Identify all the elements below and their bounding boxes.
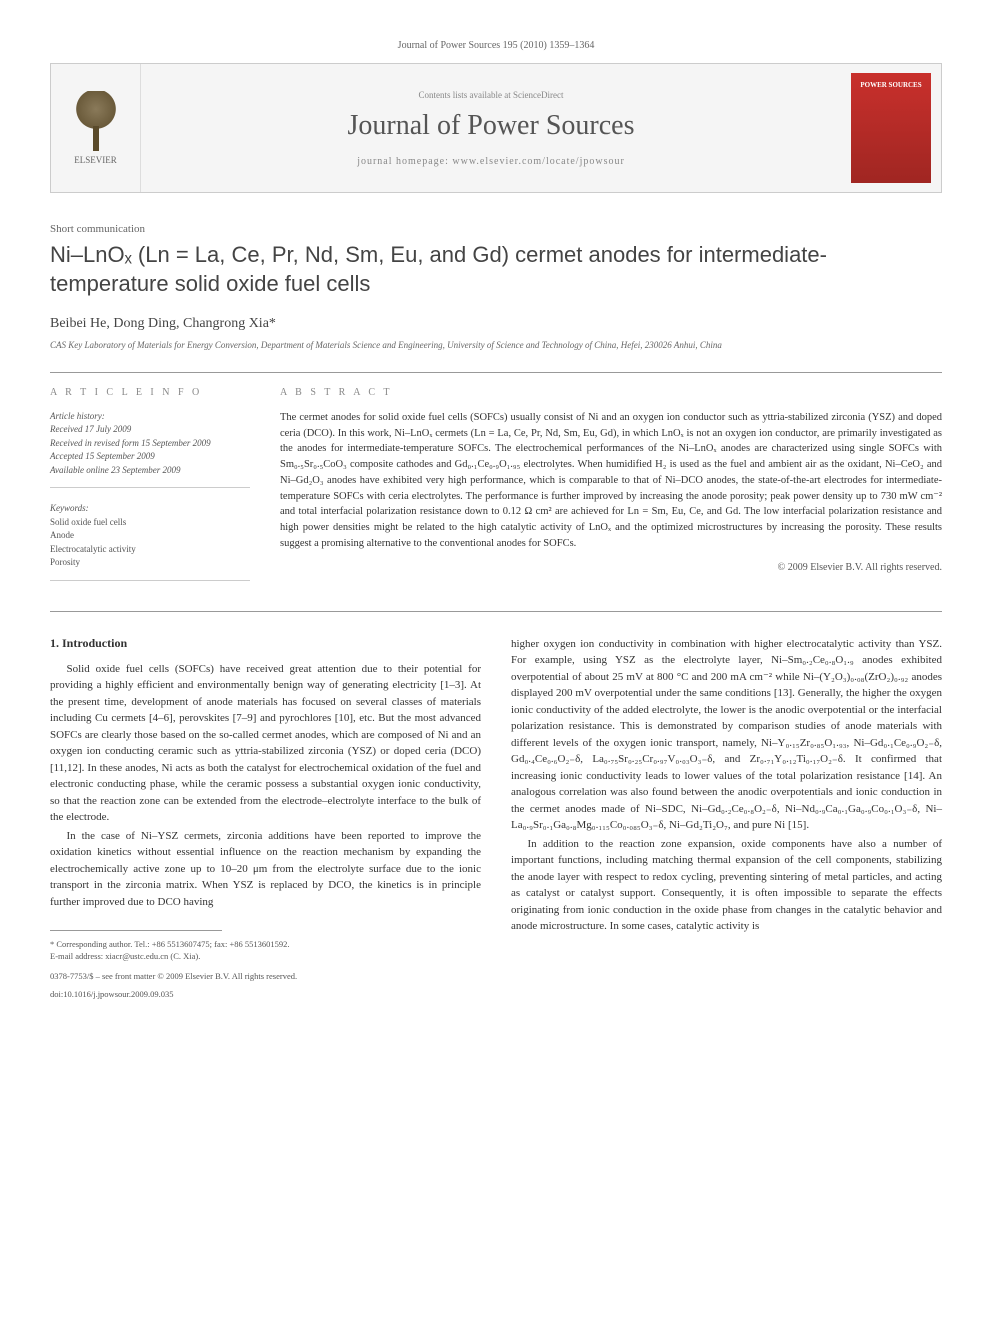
journal-banner: ELSEVIER Contents lists available at Sci…: [50, 63, 942, 193]
body-text-col1: Solid oxide fuel cells (SOFCs) have rece…: [50, 661, 481, 911]
paragraph: higher oxygen ion conductivity in combin…: [511, 636, 942, 834]
footnote-separator: [50, 930, 222, 931]
issn-line: 0378-7753/$ – see front matter © 2009 El…: [50, 971, 481, 981]
running-header: Journal of Power Sources 195 (2010) 1359…: [50, 40, 942, 51]
article-type: Short communication: [50, 223, 942, 235]
abstract-text: The cermet anodes for solid oxide fuel c…: [280, 410, 942, 552]
paragraph: In addition to the reaction zone expansi…: [511, 836, 942, 935]
article-info-label: A R T I C L E I N F O: [50, 387, 250, 398]
journal-homepage[interactable]: journal homepage: www.elsevier.com/locat…: [141, 156, 841, 167]
keyword-item: Porosity: [50, 556, 250, 570]
online-date: Available online 23 September 2009: [50, 464, 250, 478]
article-history: Article history: Received 17 July 2009 R…: [50, 410, 250, 489]
keywords-block: Keywords: Solid oxide fuel cells Anode E…: [50, 502, 250, 581]
cover-title: POWER SOURCES: [860, 81, 921, 89]
email-address: E-mail address: xiacr@ustc.edu.cn (C. Xi…: [50, 951, 481, 963]
paragraph: Solid oxide fuel cells (SOFCs) have rece…: [50, 661, 481, 826]
article-title: Ni–LnOₓ (Ln = La, Ce, Pr, Nd, Sm, Eu, an…: [50, 241, 942, 298]
authors: Beibei He, Dong Ding, Changrong Xia*: [50, 316, 942, 332]
contents-text: Contents lists available at ScienceDirec…: [419, 90, 564, 100]
corresponding-author: * Corresponding author. Tel.: +86 551360…: [50, 939, 481, 951]
elsevier-logo: ELSEVIER: [51, 64, 141, 192]
keyword-item: Anode: [50, 529, 250, 543]
journal-cover-thumbnail: POWER SOURCES: [851, 73, 931, 183]
paragraph: In the case of Ni–YSZ cermets, zirconia …: [50, 828, 481, 911]
section-heading-intro: 1. Introduction: [50, 636, 481, 651]
body-text-col2: higher oxygen ion conductivity in combin…: [511, 636, 942, 935]
section-divider: [50, 611, 942, 612]
affiliation: CAS Key Laboratory of Materials for Ener…: [50, 340, 942, 352]
revised-date: Received in revised form 15 September 20…: [50, 437, 250, 451]
doi-line: doi:10.1016/j.jpowsour.2009.09.035: [50, 989, 481, 999]
keywords-label: Keywords:: [50, 502, 250, 516]
accepted-date: Accepted 15 September 2009: [50, 450, 250, 464]
history-label: Article history:: [50, 410, 250, 424]
keyword-item: Electrocatalytic activity: [50, 543, 250, 557]
copyright-line: © 2009 Elsevier B.V. All rights reserved…: [280, 562, 942, 573]
keyword-item: Solid oxide fuel cells: [50, 516, 250, 530]
received-date: Received 17 July 2009: [50, 423, 250, 437]
elsevier-label: ELSEVIER: [74, 155, 117, 165]
elsevier-tree-icon: [71, 91, 121, 151]
contents-list-line: Contents lists available at ScienceDirec…: [141, 90, 841, 100]
abstract-label: A B S T R A C T: [280, 387, 942, 398]
journal-name: Journal of Power Sources: [141, 110, 841, 142]
